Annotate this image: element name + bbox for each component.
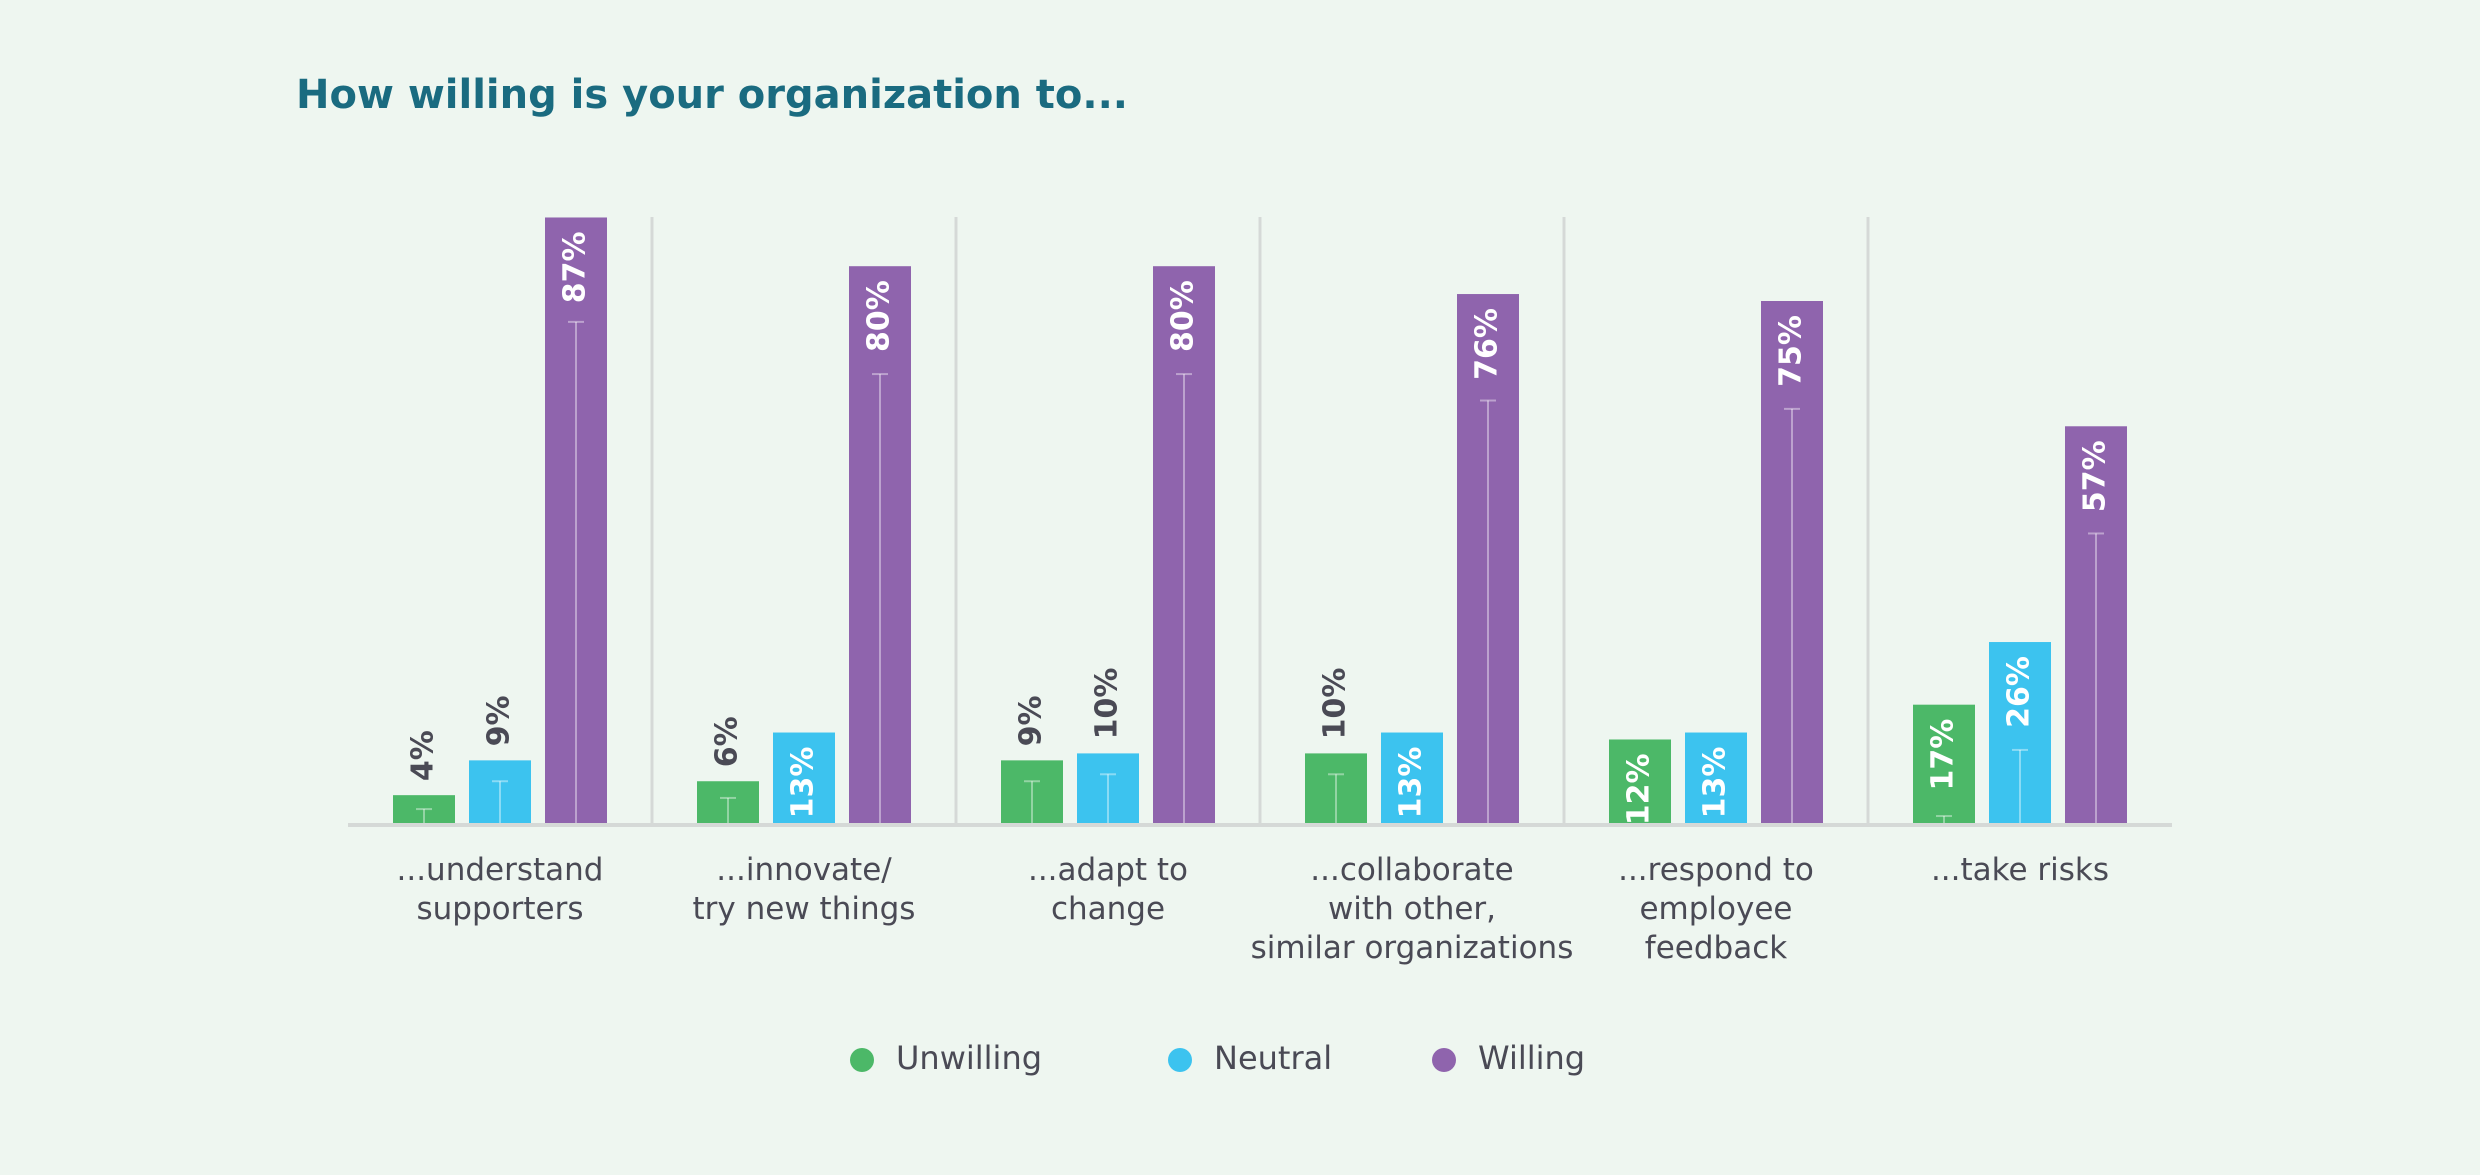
bar <box>1077 753 1139 823</box>
data-label: 12% <box>1622 753 1657 825</box>
legend-marker <box>1432 1048 1456 1072</box>
data-label: 9% <box>1014 695 1049 746</box>
data-label: 80% <box>1166 280 1201 352</box>
bar <box>1685 732 1747 823</box>
bar <box>1989 642 2051 823</box>
bar <box>469 760 531 823</box>
bar <box>1913 704 1975 823</box>
data-label: 75% <box>1774 315 1809 387</box>
data-label: 9% <box>482 695 517 746</box>
bar <box>1609 739 1671 823</box>
legend-label: Willing <box>1478 1039 1585 1077</box>
x-tick-label: ...respond to employee feedback <box>1618 852 1814 966</box>
bar <box>2065 426 2127 823</box>
data-label: 80% <box>862 280 897 352</box>
chart-title: How willing is your organization to... <box>296 72 1128 118</box>
bar <box>1001 760 1063 823</box>
data-label: 10% <box>1318 668 1353 740</box>
legend-label: Unwilling <box>896 1039 1042 1077</box>
legend-marker <box>1168 1048 1192 1072</box>
bar <box>1457 294 1519 823</box>
data-label: 13% <box>786 747 821 819</box>
bar <box>849 266 911 823</box>
data-label: 76% <box>1470 308 1505 380</box>
data-label: 10% <box>1090 668 1125 740</box>
legend-marker <box>850 1048 874 1072</box>
data-label: 57% <box>2078 440 2113 512</box>
x-tick-label: ...take risks <box>1931 852 2109 888</box>
data-label: 6% <box>710 716 745 767</box>
legend-label: Neutral <box>1214 1039 1332 1077</box>
data-label: 13% <box>1698 747 1733 819</box>
bar <box>773 732 835 823</box>
data-label: 4% <box>406 730 441 781</box>
x-tick-label: ...innovate/try new things <box>693 852 916 927</box>
bar <box>697 781 759 823</box>
x-tick-label: ...collaborate with other, similar organiz… <box>1251 852 1574 966</box>
data-label: 13% <box>1394 747 1429 819</box>
bar <box>1761 301 1823 823</box>
bar <box>545 217 607 824</box>
x-tick-label: ...adapt to change <box>1028 852 1188 927</box>
data-label: 17% <box>1926 719 1961 791</box>
bar <box>1153 266 1215 823</box>
bar <box>393 795 455 823</box>
x-tick-label: ...understand supporters <box>397 852 604 927</box>
bar <box>1381 732 1443 823</box>
data-label: 87% <box>558 231 593 303</box>
bar <box>1305 753 1367 823</box>
data-label: 26% <box>2002 656 2037 728</box>
